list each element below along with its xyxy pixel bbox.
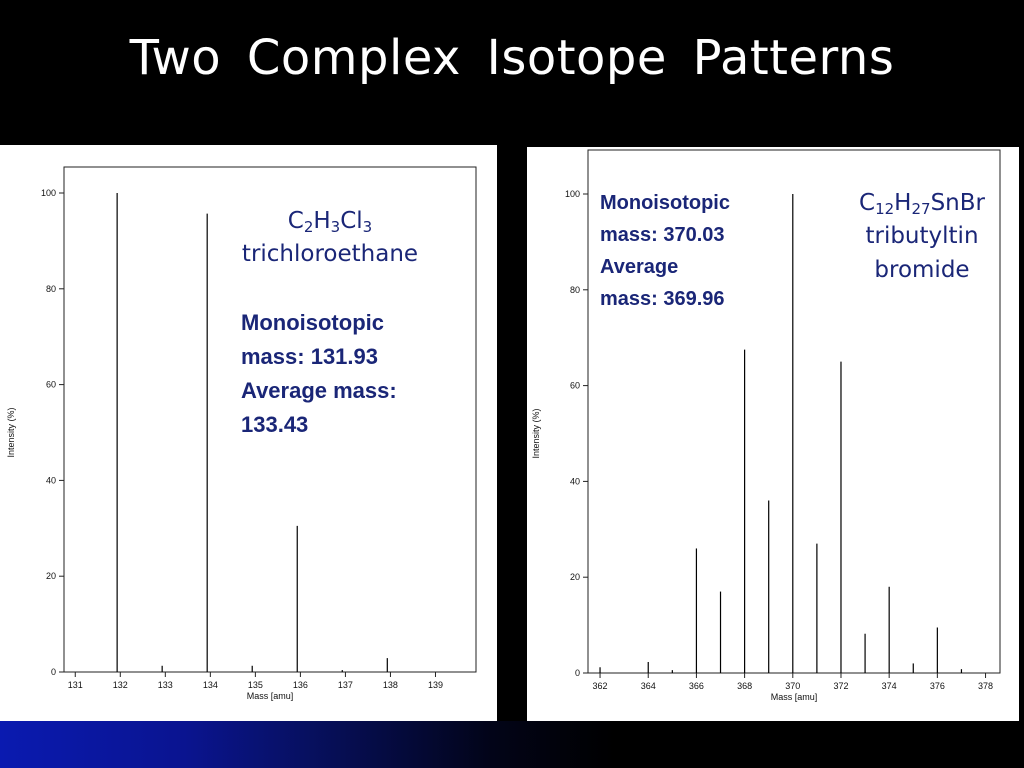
formula-subscript: 3 [330,218,341,236]
y-tick-label: 80 [46,284,56,294]
formula-subscript: 12 [875,200,895,218]
trichloroethane-spectrum-chart: 0 20 40 60 80 100 131 132 133 134 135 136 137 138 139 M… [6,166,477,701]
x-tick-label: 362 [593,681,608,691]
x-tick-label: 131 [68,680,83,690]
y-tick-label: 20 [570,572,580,582]
formula-element: H [894,190,912,216]
y-tick-label: 60 [570,381,580,391]
formula-element: C [859,190,876,216]
trichloroethane-formula: C2H3Cl3 [210,205,450,238]
x-tick-label: 137 [338,680,353,690]
x-tick-label: 374 [882,681,897,691]
x-tick-label: 366 [689,681,704,691]
formula-element: H [313,208,331,234]
x-tick-label: 135 [248,680,263,690]
tributyltin-mass-note: Monoisotopic mass: 370.03 Average mass: … [600,187,730,315]
left-spectrum-panel: 0 20 40 60 80 100 131 132 133 134 135 136 137 138 139 M… [0,145,497,721]
formula-subscript: 27 [911,200,931,218]
x-tick-label: 133 [158,680,173,690]
y-tick-label: 100 [41,188,56,198]
avg-label: Average [600,256,679,278]
bottom-gradient-bar [0,721,1024,768]
y-tick-label: 40 [46,475,56,485]
trichloroethane-name: trichloroethane [241,241,419,268]
slide-title: Two Complex Isotope Patterns [129,30,895,86]
x-tick-label: 364 [641,681,656,691]
x-tick-label: 370 [785,681,800,691]
tributyltin-formula-block: C12H27SnBr tributyltin bromide [827,187,1017,287]
plot-frame [587,149,1001,674]
formula-subscript: 2 [303,218,314,236]
trichloroethane-formula-block: C2H3Cl3 trichloroethane [210,205,450,272]
x-tick-label: 368 [737,681,752,691]
x-tick-label: 136 [293,680,308,690]
plot-frame [63,166,477,673]
x-tick-label: 378 [978,681,993,691]
x-tick-label: 134 [203,680,218,690]
y-tick-label: 0 [51,667,56,677]
avg-label: Average mass: [241,378,397,403]
formula-element: SnBr [930,190,985,216]
x-axis-label: Mass [amu] [771,692,818,702]
trichloroethane-mass-note: Monoisotopic mass: 131.93 Average mass: … [241,306,397,442]
formula-element: C [287,208,304,234]
mono-value: mass: 131.93 [241,344,378,369]
y-tick-label: 80 [570,285,580,295]
mono-value: mass: 370.03 [600,224,725,246]
avg-value: 133.43 [241,412,309,437]
y-axis-label: Intensity (%) [531,408,541,458]
x-tick-label: 139 [428,680,443,690]
y-tick-label: 40 [570,476,580,486]
tributyltin-bromide-spectrum-chart: 0 20 40 60 80 100 362 364 366 368 370 372 374 376 378 M… [531,149,1001,702]
tributyltin-name-line1: tributyltin [865,223,979,250]
tributyltin-name-line2: bromide [874,256,970,283]
tributyltin-formula: C12H27SnBr [827,187,1017,220]
x-tick-label: 376 [930,681,945,691]
x-axis-label: Mass [amu] [247,691,294,701]
x-tick-label: 372 [833,681,848,691]
formula-subscript: 3 [362,218,373,236]
y-tick-label: 60 [46,380,56,390]
y-tick-label: 20 [46,571,56,581]
x-tick-label: 138 [383,680,398,690]
mono-label: Monoisotopic [241,310,384,335]
y-tick-label: 100 [565,189,580,199]
avg-value: mass: 369.96 [600,288,725,310]
y-axis-label: Intensity (%) [6,407,16,457]
right-spectrum-panel: 0 20 40 60 80 100 362 364 366 368 370 372 374 376 378 M… [527,147,1019,721]
y-tick-label: 0 [575,668,580,678]
formula-element: Cl [340,208,363,234]
x-tick-label: 132 [113,680,128,690]
mono-label: Monoisotopic [600,192,730,214]
